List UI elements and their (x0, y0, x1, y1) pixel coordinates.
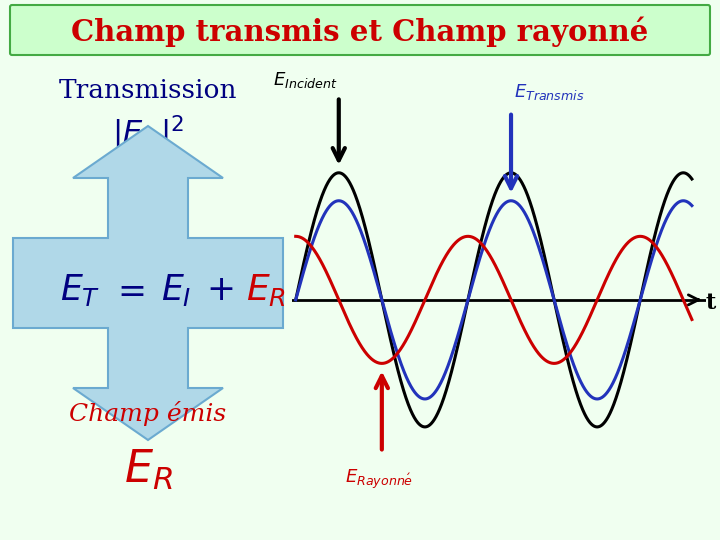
Text: $E_{Transmis}$: $E_{Transmis}$ (514, 82, 585, 102)
Text: Champ émis: Champ émis (69, 401, 227, 426)
Text: $E_R$: $E_R$ (246, 272, 286, 308)
Text: $E_{Incident}$: $E_{Incident}$ (273, 70, 338, 90)
Text: $+$: $+$ (207, 273, 234, 307)
Text: Transmission: Transmission (59, 78, 238, 103)
Text: $E_T$: $E_T$ (60, 272, 100, 308)
Text: Champ transmis et Champ rayonné: Champ transmis et Champ rayonné (71, 17, 649, 47)
Text: $E_{Rayonn\acute{e}}$: $E_{Rayonn\acute{e}}$ (345, 468, 413, 491)
Text: $E_I$: $E_I$ (161, 272, 192, 308)
Text: $|E_T\,|^2$: $|E_T\,|^2$ (112, 113, 184, 153)
Polygon shape (13, 126, 283, 440)
FancyBboxPatch shape (10, 5, 710, 55)
Text: $E_R$: $E_R$ (124, 448, 172, 492)
Text: $=$: $=$ (111, 273, 145, 307)
Text: t: t (706, 292, 716, 314)
